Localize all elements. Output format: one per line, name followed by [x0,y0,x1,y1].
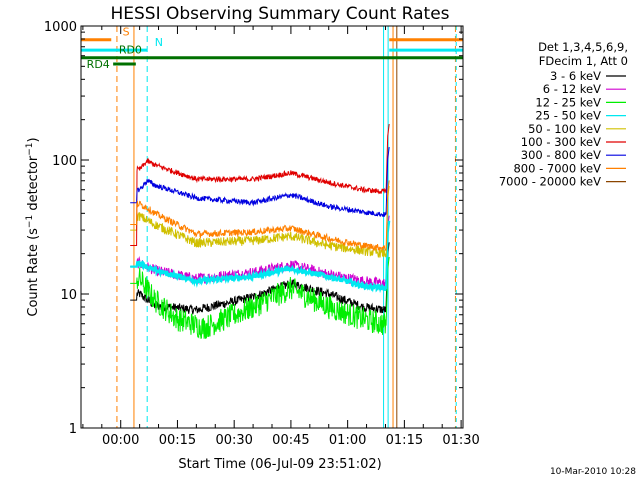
x-tick-label-5: 01:15 [386,433,423,448]
x-tick-label-2: 00:30 [215,433,252,448]
y-label-mid: detector [26,155,41,215]
series-layer [130,123,391,340]
flag-layer: S N RD0 RD4 [81,26,463,71]
y-label-end: ) [26,137,41,142]
legend-label-8: 7000 - 20000 keV [499,175,601,189]
legend-label-7: 800 - 7000 keV [513,161,601,175]
series-line-6 [130,147,390,218]
x-tick-label-0: 00:00 [102,433,139,448]
plot-frame [80,25,464,429]
legend-label-1: 6 - 12 keV [543,82,601,96]
x-tick-label-1: 00:15 [159,433,196,448]
y-tick-label-3: 1000 [44,20,77,35]
legend-label-3: 25 - 50 keV [535,109,601,123]
series-line-5 [130,123,390,246]
series-line-2 [130,256,390,340]
series-line-3 [130,220,391,294]
series-line-7 [130,180,390,252]
x-tick-label-6: 01:30 [442,433,479,448]
y-tick-label-0: 1 [69,422,77,437]
legend-label-6: 300 - 800 keV [521,148,601,162]
y-tick-label-1: 10 [60,288,77,303]
legend: Det 1,3,4,5,6,9, FDecim 1, Att 0 3 - 6 k… [499,40,628,189]
x-tick-label-4: 01:00 [329,433,366,448]
y-label-exp2: −1 [25,142,35,155]
flag-label-RD0: RD0 [119,44,142,57]
flag-label-RD4: RD4 [87,58,110,71]
y-label-main: Count Rate (s [26,228,41,317]
legend-label-2: 12 - 25 keV [535,95,601,109]
footer-date: 10-Mar-2010 10:28 [550,467,636,477]
legend-header-line1: Det 1,3,4,5,6,9, [538,40,628,54]
time-marker-lines [116,26,457,428]
legend-label-4: 50 - 100 keV [528,122,601,136]
series-line-4 [130,185,390,258]
series-line-0 [130,242,390,315]
y-axis-label: Count Rate (s−1 detector−1) [25,137,41,316]
y-label-exp1: −1 [25,215,35,228]
flag-label-N: N [155,36,163,49]
legend-label-0: 3 - 6 keV [550,69,601,83]
chart-title: HESSI Observing Summary Count Rates [110,4,449,24]
x-tick-label-3: 00:45 [272,433,309,448]
x-axis: 00:00 00:15 00:30 00:45 01:00 01:15 01:30 [82,26,480,448]
x-axis-label: Start Time (06-Jul-09 23:51:02) [178,457,381,472]
legend-header-line2: FDecim 1, Att 0 [539,54,628,68]
flag-label-S: S [123,26,130,39]
y-axis: 1 10 100 1000 [44,20,463,437]
legend-label-5: 100 - 300 keV [521,135,601,149]
y-tick-label-2: 100 [52,154,77,169]
